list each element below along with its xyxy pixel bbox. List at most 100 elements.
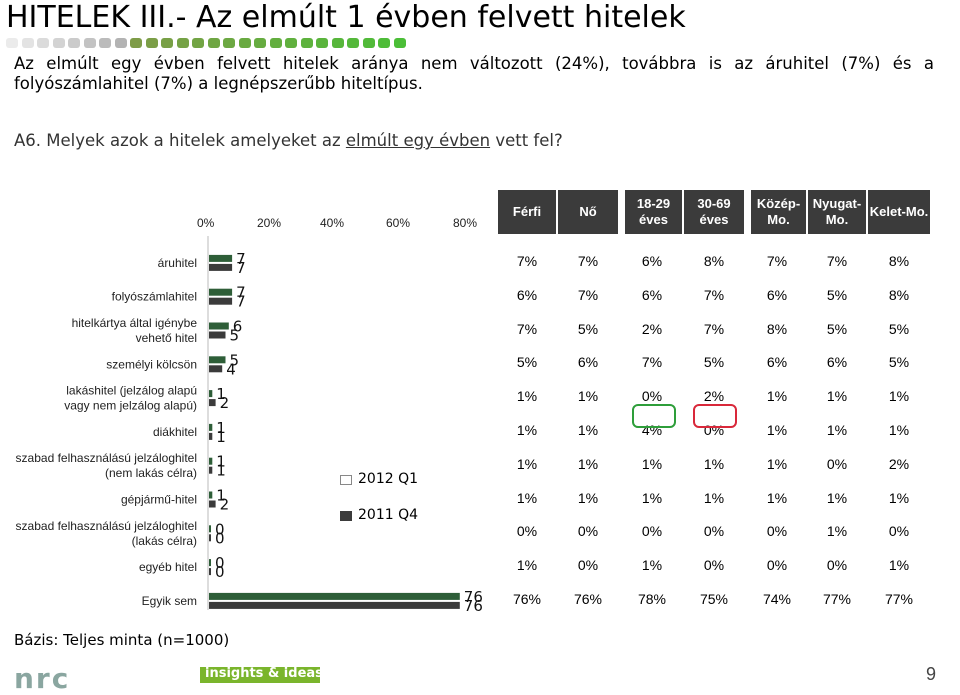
stripe-segment <box>269 38 282 48</box>
stripe-segment <box>68 38 80 48</box>
intro-text: Az elmúlt egy évben felvett hitelek arán… <box>14 54 934 93</box>
table-cell: 75% <box>699 591 729 607</box>
table-cell: 1% <box>703 455 725 472</box>
category-label: folyószámlahitel <box>112 290 197 304</box>
bar-2012q1 <box>209 491 213 499</box>
category-label: hitelkártya által igénybe <box>72 316 198 330</box>
stripe-segment <box>378 38 390 48</box>
stripe-segment <box>114 38 127 48</box>
bar-value-label: 0 <box>215 554 225 572</box>
table-cell: 1% <box>641 557 663 574</box>
bar-value-label: 1 <box>216 385 226 403</box>
table-cell: 1% <box>826 422 848 438</box>
table-cell: 5% <box>577 320 599 337</box>
stripe-segment <box>145 38 158 48</box>
table-cell: 76% <box>512 591 542 607</box>
highlight-circle-red <box>693 404 737 428</box>
table-cell: 1% <box>641 489 663 506</box>
table-cell: 5% <box>826 286 848 303</box>
table-cell: 1% <box>577 388 599 405</box>
legend-swatch-2012 <box>340 475 352 485</box>
bar-value-label: 1 <box>216 487 226 505</box>
page-number: 9 <box>926 664 937 684</box>
table-cell: 6% <box>766 286 788 303</box>
table-cell: 2% <box>641 320 663 337</box>
bar-2011q4 <box>209 534 211 542</box>
table-cell: 5% <box>888 320 910 337</box>
page-title: HITELEK III.- Az elmúlt 1 évben felvett … <box>6 0 686 35</box>
category-label: vehető hitel <box>136 331 197 345</box>
question-suffix: vett fel? <box>490 131 563 150</box>
table-cell: 2% <box>703 388 725 405</box>
table-cell: 1% <box>766 455 788 472</box>
table-cell: 1% <box>703 489 725 506</box>
table-cell: 0% <box>577 523 599 540</box>
basis-note: Bázis: Teljes minta (n=1000) <box>14 631 230 649</box>
table-cell: 1% <box>577 489 599 506</box>
stripe-segment <box>161 38 173 48</box>
legend-label-2012: 2012 Q1 <box>358 471 419 487</box>
table-cell: 0% <box>641 523 663 540</box>
bar-value-label: 4 <box>226 360 236 378</box>
table-column-header: 18-29 éves <box>622 190 682 234</box>
bar-value-label: 5 <box>230 351 240 369</box>
bar-value-label: 6 <box>233 318 243 336</box>
bar-value-label: 5 <box>230 327 240 345</box>
bar-value-label: 0 <box>215 563 225 581</box>
bar-value-label: 1 <box>216 419 226 437</box>
table-cell: 1% <box>516 422 538 438</box>
nrc-logo: nrc <box>14 662 71 695</box>
x-tick-label: 80% <box>453 216 478 230</box>
category-label: (lakás célra) <box>132 534 197 548</box>
table-column-header: Nyugat-Mo. <box>808 190 866 234</box>
category-label: gépjármű-hitel <box>121 493 197 507</box>
table-cell: 6% <box>641 253 663 269</box>
bar-value-label: 7 <box>236 250 246 268</box>
category-label: személyi kölcsön <box>106 357 197 371</box>
bar-2011q4 <box>209 500 216 508</box>
bar-2011q4 <box>209 568 211 576</box>
decorative-stripes <box>6 38 411 50</box>
category-label: egyéb hitel <box>139 560 197 574</box>
category-label: lakáshitel (jelzálog alapú <box>66 384 197 398</box>
stripe-segment <box>347 38 359 48</box>
table-cell: 0% <box>826 455 848 472</box>
table-cell: 0% <box>703 523 725 540</box>
table-cell: 0% <box>577 557 599 574</box>
stripe-segment <box>285 38 297 48</box>
table-cell: 0% <box>826 557 848 574</box>
x-tick-label: 0% <box>197 216 215 230</box>
table-cell: 0% <box>641 388 663 405</box>
bar-2011q4 <box>209 466 213 474</box>
table-cell: 1% <box>516 489 538 506</box>
bar-2012q1 <box>209 559 211 567</box>
category-label: Egyik sem <box>142 594 197 608</box>
table-cell: 5% <box>516 354 538 371</box>
table-cell: 2% <box>888 455 910 472</box>
bar-2011q4 <box>209 399 216 407</box>
table-cell: 1% <box>826 489 848 506</box>
table-cell: 0% <box>703 557 725 574</box>
table-cell: 78% <box>637 591 667 607</box>
stripe-segment <box>331 38 344 48</box>
stripe-segment <box>316 38 328 48</box>
table-cell: 1% <box>516 455 538 472</box>
table-cell: 0% <box>888 523 910 540</box>
table-cell: 1% <box>516 557 538 574</box>
stripe-segment <box>21 38 34 48</box>
bar-2012q1 <box>209 423 213 431</box>
table-cell: 1% <box>826 523 848 540</box>
category-label: szabad felhasználású jelzáloghitel <box>16 519 197 533</box>
table-cell: 1% <box>577 422 599 438</box>
category-label: szabad felhasználású jelzáloghitel <box>16 451 197 465</box>
bar-2011q4 <box>209 331 226 339</box>
bar-2012q1 <box>209 592 460 600</box>
bar-2012q1 <box>209 288 233 296</box>
x-tick-label: 20% <box>257 216 282 230</box>
bar-value-label: 7 <box>236 259 246 277</box>
table-cell: 77% <box>884 591 914 607</box>
bar-2011q4 <box>209 601 460 609</box>
bar-2011q4 <box>209 432 213 440</box>
bar-value-label: 1 <box>216 428 226 446</box>
table-cell: 0% <box>766 523 788 540</box>
